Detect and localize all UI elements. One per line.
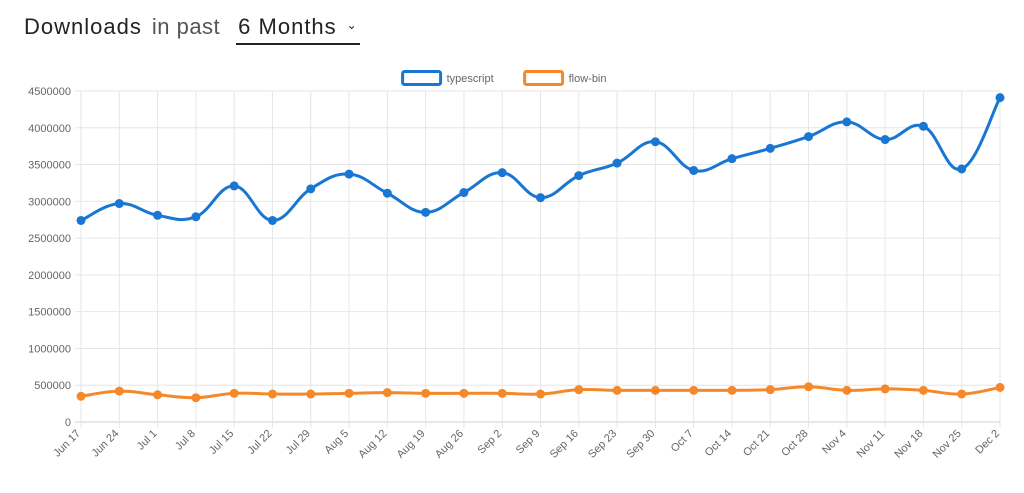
downloads-subtitle: in past <box>151 14 221 39</box>
time-range-select[interactable]: 6 Months ⌄ <box>236 14 360 45</box>
series-point-flow-bin <box>497 388 507 398</box>
series-point-typescript <box>76 215 86 225</box>
x-tick-label: Dec 2 <box>973 428 1002 457</box>
x-tick-label: Jun 24 <box>90 428 122 460</box>
series-point-flow-bin <box>727 385 737 395</box>
series-point-typescript <box>765 143 775 153</box>
x-tick-label: Oct 28 <box>779 428 810 459</box>
time-range-value: 6 Months <box>238 14 337 39</box>
series-point-flow-bin <box>344 388 354 398</box>
series-point-flow-bin <box>536 389 545 399</box>
y-tick-label: 2500000 <box>28 233 71 245</box>
series-point-typescript <box>574 171 584 181</box>
x-tick-label: Sep 16 <box>548 428 581 461</box>
series-point-typescript <box>306 184 316 194</box>
y-tick-label: 3500000 <box>28 160 71 172</box>
series-point-typescript <box>459 188 469 198</box>
x-tick-label: Aug 19 <box>395 428 428 461</box>
y-tick-label: 3000000 <box>28 196 71 208</box>
downloads-title: Downloads <box>24 14 142 39</box>
series-point-flow-bin <box>459 388 469 398</box>
series-point-flow-bin <box>421 388 431 398</box>
series-point-typescript <box>267 215 277 225</box>
x-tick-label: Sep 23 <box>586 428 619 461</box>
y-tick-label: 2000000 <box>28 270 71 282</box>
series-point-flow-bin <box>995 382 1005 392</box>
legend-swatch-flow-bin <box>523 70 565 86</box>
series-point-flow-bin <box>957 389 967 399</box>
legend-label-typescript: typescript <box>447 73 494 85</box>
series-point-typescript <box>612 158 622 168</box>
series-point-flow-bin <box>765 385 775 395</box>
downloads-line-chart: 0 500000 1000000 1500000 2000000 2500000 30000… <box>28 70 1005 461</box>
series-point-flow-bin <box>650 385 660 395</box>
series-point-flow-bin <box>267 389 277 399</box>
series-point-typescript <box>918 121 928 131</box>
x-tick-label: Nov 25 <box>931 428 964 461</box>
series-point-flow-bin <box>382 388 392 398</box>
series-point-flow-bin <box>153 390 163 400</box>
series-point-typescript <box>880 135 890 145</box>
y-tick-label: 1500000 <box>28 307 71 319</box>
x-tick-label: Sep 30 <box>624 428 657 461</box>
series-point-flow-bin <box>804 382 814 392</box>
x-tick-label: Oct 21 <box>741 428 772 459</box>
y-tick-label: 1000000 <box>28 343 71 355</box>
series-point-typescript <box>650 137 660 147</box>
series-point-typescript <box>689 165 699 175</box>
x-tick-label: Oct 14 <box>703 428 734 459</box>
series-point-flow-bin <box>114 386 124 396</box>
series-point-flow-bin <box>191 393 201 403</box>
x-tick-label: Jul 29 <box>284 428 313 457</box>
series-point-typescript <box>421 207 431 217</box>
y-tick-label: 4000000 <box>28 123 71 135</box>
x-tick-label: Nov 11 <box>855 428 888 461</box>
series-point-typescript <box>804 132 814 142</box>
x-tick-label: Nov 4 <box>820 428 849 457</box>
y-tick-label: 500000 <box>34 380 71 392</box>
x-tick-label: Aug 12 <box>356 428 389 461</box>
series-point-flow-bin <box>306 389 316 399</box>
x-tick-label: Nov 18 <box>892 428 925 461</box>
x-tick-label: Jun 17 <box>51 428 83 460</box>
series-point-flow-bin <box>76 391 86 401</box>
y-tick-label: 4500000 <box>28 86 71 98</box>
series-point-typescript <box>114 199 124 209</box>
series-point-flow-bin <box>689 385 699 395</box>
series-point-typescript <box>995 93 1005 103</box>
series-point-flow-bin <box>918 385 928 395</box>
x-tick-label: Jul 8 <box>173 428 198 453</box>
legend-swatch-typescript <box>401 70 443 86</box>
x-tick-label: Jul 22 <box>245 428 274 457</box>
series-point-typescript <box>727 154 737 164</box>
series-point-typescript <box>842 117 852 127</box>
series-point-typescript <box>344 169 354 179</box>
x-tick-label: Oct 7 <box>669 428 696 455</box>
series-point-flow-bin <box>880 384 890 394</box>
x-tick-label: Jul 15 <box>207 428 236 457</box>
series-point-typescript <box>382 188 392 198</box>
series-point-flow-bin <box>229 388 239 398</box>
x-tick-label: Sep 2 <box>476 428 505 457</box>
chevron-down-icon: ⌄ <box>346 18 358 32</box>
series-point-typescript <box>153 210 163 220</box>
series-point-flow-bin <box>574 385 584 395</box>
x-tick-label: Sep 9 <box>514 428 543 457</box>
downloads-header: Downloads in past 6 Months ⌄ <box>24 14 360 50</box>
legend-label-flow-bin: flow-bin <box>569 73 607 85</box>
series-point-typescript <box>957 164 967 174</box>
x-tick-label: Aug 26 <box>433 428 466 461</box>
series-point-typescript <box>536 193 545 203</box>
series-point-flow-bin <box>612 385 622 395</box>
series-point-typescript <box>497 168 507 178</box>
series-point-flow-bin <box>842 385 852 395</box>
x-tick-label: Jul 1 <box>135 428 160 453</box>
x-tick-label: Aug 5 <box>322 428 351 457</box>
y-tick-label: 0 <box>65 417 71 429</box>
series-point-typescript <box>191 212 201 222</box>
series-point-typescript <box>229 181 239 191</box>
